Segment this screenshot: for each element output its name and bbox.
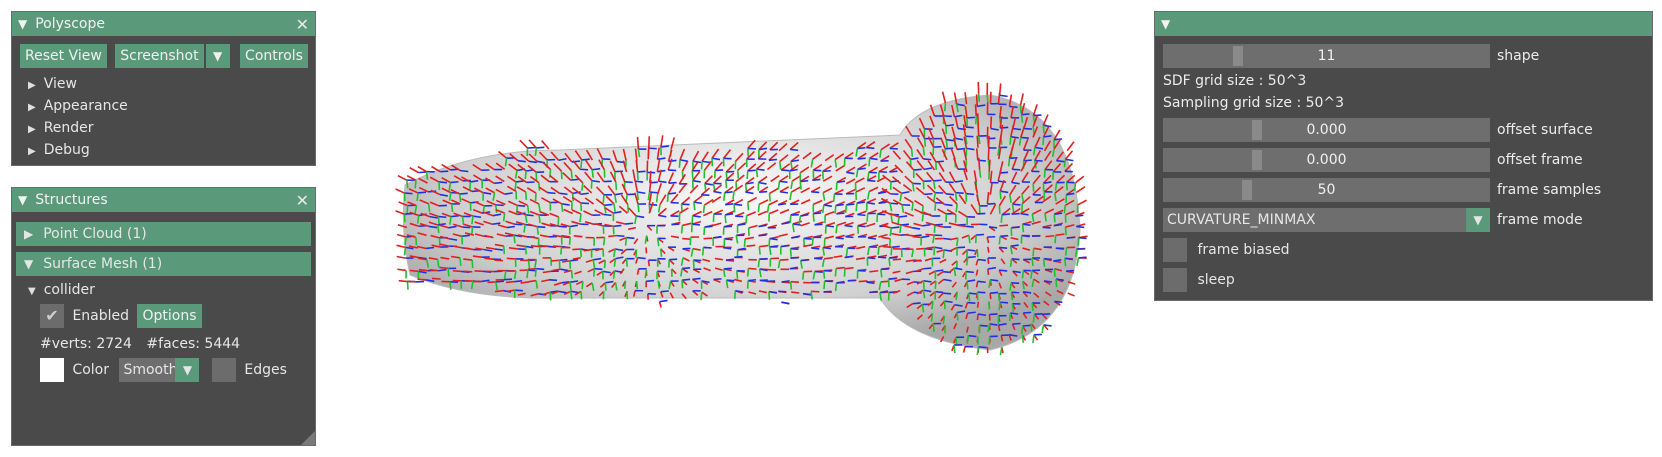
offset-frame-label: offset frame [1497, 152, 1583, 168]
expand-arrow-icon: ▶ [28, 80, 36, 91]
controls-panel: ▼ 11 shape SDF grid size : 50^3 Sampling… [1154, 11, 1653, 301]
collapse-arrow-icon: ▼ [28, 286, 36, 297]
sleep-checkbox[interactable] [1163, 268, 1187, 292]
slider-grab[interactable] [1252, 120, 1262, 140]
shape-label: shape [1497, 48, 1540, 64]
offset-frame-slider[interactable]: 0.000 [1163, 148, 1490, 172]
expand-arrow-icon: ▶ [24, 227, 34, 241]
menu-debug[interactable]: ▶ Debug [28, 142, 90, 158]
shape-slider[interactable]: 11 [1163, 44, 1490, 68]
screenshot-button[interactable]: Screenshot [115, 44, 204, 68]
faces-count: #faces: 5444 [146, 336, 241, 352]
screenshot-dropdown-icon[interactable]: ▼ [205, 44, 230, 68]
expand-arrow-icon: ▶ [28, 146, 36, 157]
structures-panel: ▼ Structures ✕ ▶ Point Cloud (1) ▼ Surface… [11, 187, 316, 446]
verts-count: #verts: 2724 [40, 336, 132, 352]
controls-button[interactable]: Controls [240, 44, 308, 68]
sampling-grid-size: Sampling grid size : 50^3 [1163, 95, 1345, 111]
collapse-triangle-icon[interactable]: ▼ [18, 17, 28, 31]
sleep-label: sleep [1197, 272, 1235, 288]
polyscope-title: Polyscope [35, 16, 105, 32]
edges-label: Edges [244, 362, 287, 378]
collider-node[interactable]: ▼ collider [28, 282, 95, 298]
frame-biased-label: frame biased [1197, 242, 1290, 258]
close-icon[interactable]: ✕ [295, 190, 309, 210]
edges-checkbox[interactable] [211, 358, 236, 382]
enabled-label: Enabled [72, 308, 130, 324]
color-label: Color [72, 362, 110, 378]
color-swatch[interactable] [40, 358, 64, 382]
polyscope-titlebar[interactable]: ▼ Polyscope ✕ [12, 12, 315, 36]
point-cloud-header[interactable]: ▶ Point Cloud (1) [16, 222, 311, 246]
resize-grip[interactable] [301, 431, 315, 445]
structures-title: Structures [35, 192, 108, 208]
collapse-triangle-icon[interactable]: ▼ [18, 193, 28, 207]
enabled-checkbox[interactable]: ✔ [40, 304, 64, 328]
structures-titlebar[interactable]: ▼ Structures ✕ [12, 188, 315, 212]
chevron-down-icon: ▼ [1466, 208, 1490, 232]
reset-view-button[interactable]: Reset View [20, 44, 107, 68]
frame-biased-checkbox[interactable] [1163, 238, 1187, 262]
collapse-arrow-icon: ▼ [24, 257, 34, 271]
polyscope-panel: ▼ Polyscope ✕ Reset View Screenshot ▼ Con… [11, 11, 316, 166]
frame-mode-label: frame mode [1497, 212, 1583, 228]
frame-samples-slider[interactable]: 50 [1163, 178, 1490, 202]
surface-mesh-header[interactable]: ▼ Surface Mesh (1) [16, 252, 311, 276]
slider-grab[interactable] [1233, 46, 1243, 66]
frame-field [395, 81, 1088, 356]
menu-view[interactable]: ▶ View [28, 76, 77, 92]
sdf-grid-size: SDF grid size : 50^3 [1163, 73, 1307, 89]
menu-render[interactable]: ▶ Render [28, 120, 94, 136]
shading-select[interactable]: Smooth ▼ [119, 358, 200, 382]
options-button[interactable]: Options [137, 304, 202, 328]
expand-arrow-icon: ▶ [28, 124, 36, 135]
collapse-triangle-icon[interactable]: ▼ [1161, 17, 1171, 31]
expand-arrow-icon: ▶ [28, 102, 36, 113]
slider-grab[interactable] [1242, 180, 1252, 200]
offset-surface-label: offset surface [1497, 122, 1593, 138]
controls-titlebar[interactable]: ▼ [1155, 12, 1652, 36]
slider-grab[interactable] [1252, 150, 1262, 170]
offset-surface-slider[interactable]: 0.000 [1163, 118, 1490, 142]
menu-appearance[interactable]: ▶ Appearance [28, 98, 128, 114]
frame-samples-label: frame samples [1497, 182, 1602, 198]
chevron-down-icon: ▼ [175, 358, 200, 382]
close-icon[interactable]: ✕ [295, 14, 309, 34]
frame-mode-select[interactable]: CURVATURE_MINMAX ▼ [1163, 208, 1490, 232]
